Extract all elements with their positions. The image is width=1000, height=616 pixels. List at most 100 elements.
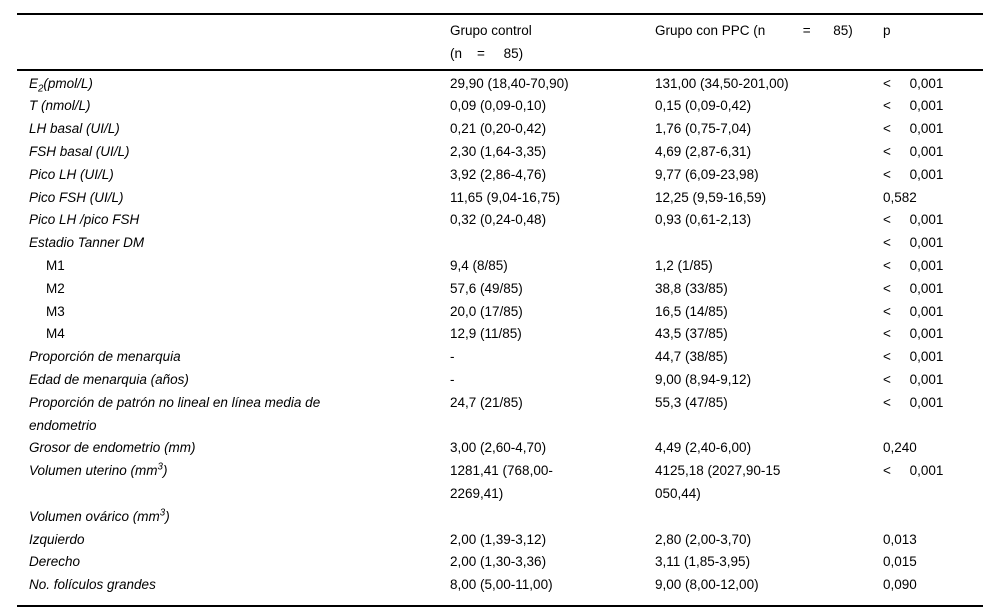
ppc-value [655,232,883,255]
ppc-value: 38,8 (33/85) [655,280,728,296]
p-value: < 0,001 [883,463,944,479]
p-value: < 0,001 [883,394,944,410]
row-label: Izquierdo [29,531,85,547]
control-value [450,506,655,529]
ppc-value: 1,2 (1/85) [655,257,713,273]
row-label: Derecho [29,554,81,570]
p-value: 0,090 [883,577,917,593]
p-value: < 0,001 [883,166,944,182]
p-value: < 0,001 [883,98,944,114]
row-label: Pico FSH (UI/L) [29,189,124,205]
row-label: Edad de menarquia (años) [29,371,189,387]
table-row: Grosor de endometrio (mm) 3,00 (2,60-4,70… [17,437,983,460]
row-label: Proporción de menarquia [29,349,181,365]
p-value: 0,240 [883,440,917,456]
ppc-value [655,506,883,529]
p-value: < 0,001 [883,75,944,91]
p-value: < 0,001 [883,371,944,387]
control-value: 3,92 (2,86-4,76) [450,166,547,182]
table-row: Edad de menarquia (años) - 9,00 (8,94-9,12… [17,369,983,392]
row-label: FSH basal (UI/L) [29,143,130,159]
ppc-value: 12,25 (9,59-16,59) [655,189,767,205]
header-row: Grupo control (n = 85) Grupo con PPC (n … [17,14,983,71]
table-row: E2(pmol/L) 29,90 (18,40-70,90) 131,00 (34,… [17,70,983,96]
row-label: LH basal (UI/L) [29,121,120,137]
row-label: M3 [46,303,65,319]
ppc-value: 0,15 (0,09-0,42) [655,98,752,114]
p-value: < 0,001 [883,326,944,342]
p-value: < 0,001 [883,303,944,319]
column-header-ppc: Grupo con PPC (n = 85) [655,14,883,71]
row-label: Volumen uterino (mm3) [29,461,168,479]
p-value [883,506,983,529]
ppc-value: 4,69 (2,87-6,31) [655,143,752,159]
p-value: < 0,001 [883,121,944,137]
ppc-value: 1,76 (0,75-7,04) [655,121,752,137]
table-row: No. folículos grandes 8,00 (5,00-11,00) 9,… [17,574,983,606]
ppc-value: 131,00 (34,50-201,00) [655,75,789,91]
control-value: 57,6 (49/85) [450,280,523,296]
row-label: Volumen ovárico (mm3) [29,507,170,524]
row-label: M2 [46,280,65,296]
comparison-table: Grupo control (n = 85) Grupo con PPC (n … [17,13,983,607]
control-value: 29,90 (18,40-70,90) [450,75,569,91]
table-row: LH basal (UI/L) 0,21 (0,20-0,42) 1,76 (0,7… [17,118,983,141]
table-row: Pico LH (UI/L) 3,92 (2,86-4,76) 9,77 (6,09… [17,164,983,187]
table-row: T (nmol/L) 0,09 (0,09-0,10) 0,15 (0,09-0,4… [17,95,983,118]
ppc-value: 0,93 (0,61-2,13) [655,212,752,228]
control-value: 20,0 (17/85) [450,303,523,319]
ppc-value: 3,11 (1,85-3,95) [655,554,751,570]
table-row: M4 12,9 (11/85) 43,5 (37/85) < 0,001 [17,323,983,346]
ppc-value: 16,5 (14/85) [655,303,728,319]
ppc-value: 9,00 (8,00-12,00) [655,577,759,593]
column-header-p: p [883,14,983,71]
ppc-value: 43,5 (37/85) [655,326,728,342]
row-label: Estadio Tanner DM [29,235,145,251]
control-value: 24,7 (21/85) [450,394,523,410]
p-value: 0,582 [883,189,917,205]
row-label: M4 [46,326,65,342]
ppc-value: 4,49 (2,40-6,00) [655,440,752,456]
table-row: M1 9,4 (8/85) 1,2 (1/85) < 0,001 [17,255,983,278]
control-value: - [450,371,455,387]
p-value: < 0,001 [883,349,944,365]
table-row: FSH basal (UI/L) 2,30 (1,64-3,35) 4,69 (2,… [17,141,983,164]
table-row: M3 20,0 (17/85) 16,5 (14/85) < 0,001 [17,301,983,324]
row-label: Pico LH /pico FSH [29,212,140,228]
column-header-control: Grupo control (n = 85) [450,14,655,71]
ppc-value: 55,3 (47/85) [655,394,728,410]
control-value: 1281,41 (768,00- 2269,41) [450,463,553,501]
control-value: 0,21 (0,20-0,42) [450,121,547,137]
table-row: Pico FSH (UI/L) 11,65 (9,04-16,75) 12,25 (… [17,187,983,210]
p-value: 0,013 [883,531,917,547]
ppc-value: 9,77 (6,09-23,98) [655,166,759,182]
control-value: 12,9 (11/85) [450,326,522,342]
table-row: Volumen ovárico (mm3) [17,506,983,529]
p-value: < 0,001 [883,235,944,251]
row-label: E2(pmol/L) [29,75,93,95]
control-value: 3,00 (2,60-4,70) [450,440,547,456]
table-row: Derecho 2,00 (1,30-3,36) 3,11 (1,85-3,95) 0… [17,551,983,574]
p-value: < 0,001 [883,212,944,228]
control-value: 0,09 (0,09-0,10) [450,98,547,114]
table-row: Pico LH /pico FSH 0,32 (0,24-0,48) 0,93 (0… [17,209,983,232]
row-label: Grosor de endometrio (mm) [29,440,196,456]
row-label: No. folículos grandes [29,577,156,593]
ppc-value: 44,7 (38/85) [655,349,728,365]
p-value: < 0,001 [883,280,944,296]
p-value: 0,015 [883,554,917,570]
control-value: 8,00 (5,00-11,00) [450,577,553,593]
ppc-value: 9,00 (8,94-9,12) [655,371,752,387]
table-row: Estadio Tanner DM < 0,001 [17,232,983,255]
control-value: 9,4 (8/85) [450,257,508,273]
row-label: Pico LH (UI/L) [29,166,114,182]
column-header-variable [17,14,450,71]
table-row: Proporción de menarquia - 44,7 (38/85) < 0,… [17,346,983,369]
control-value: 11,65 (9,04-16,75) [450,189,561,205]
p-value: < 0,001 [883,257,944,273]
table-row: Volumen uterino (mm3) 1281,41 (768,00- 22… [17,460,983,506]
row-label: M1 [46,257,65,273]
control-value [450,232,655,255]
row-label: T (nmol/L) [29,98,91,114]
p-value: < 0,001 [883,143,944,159]
